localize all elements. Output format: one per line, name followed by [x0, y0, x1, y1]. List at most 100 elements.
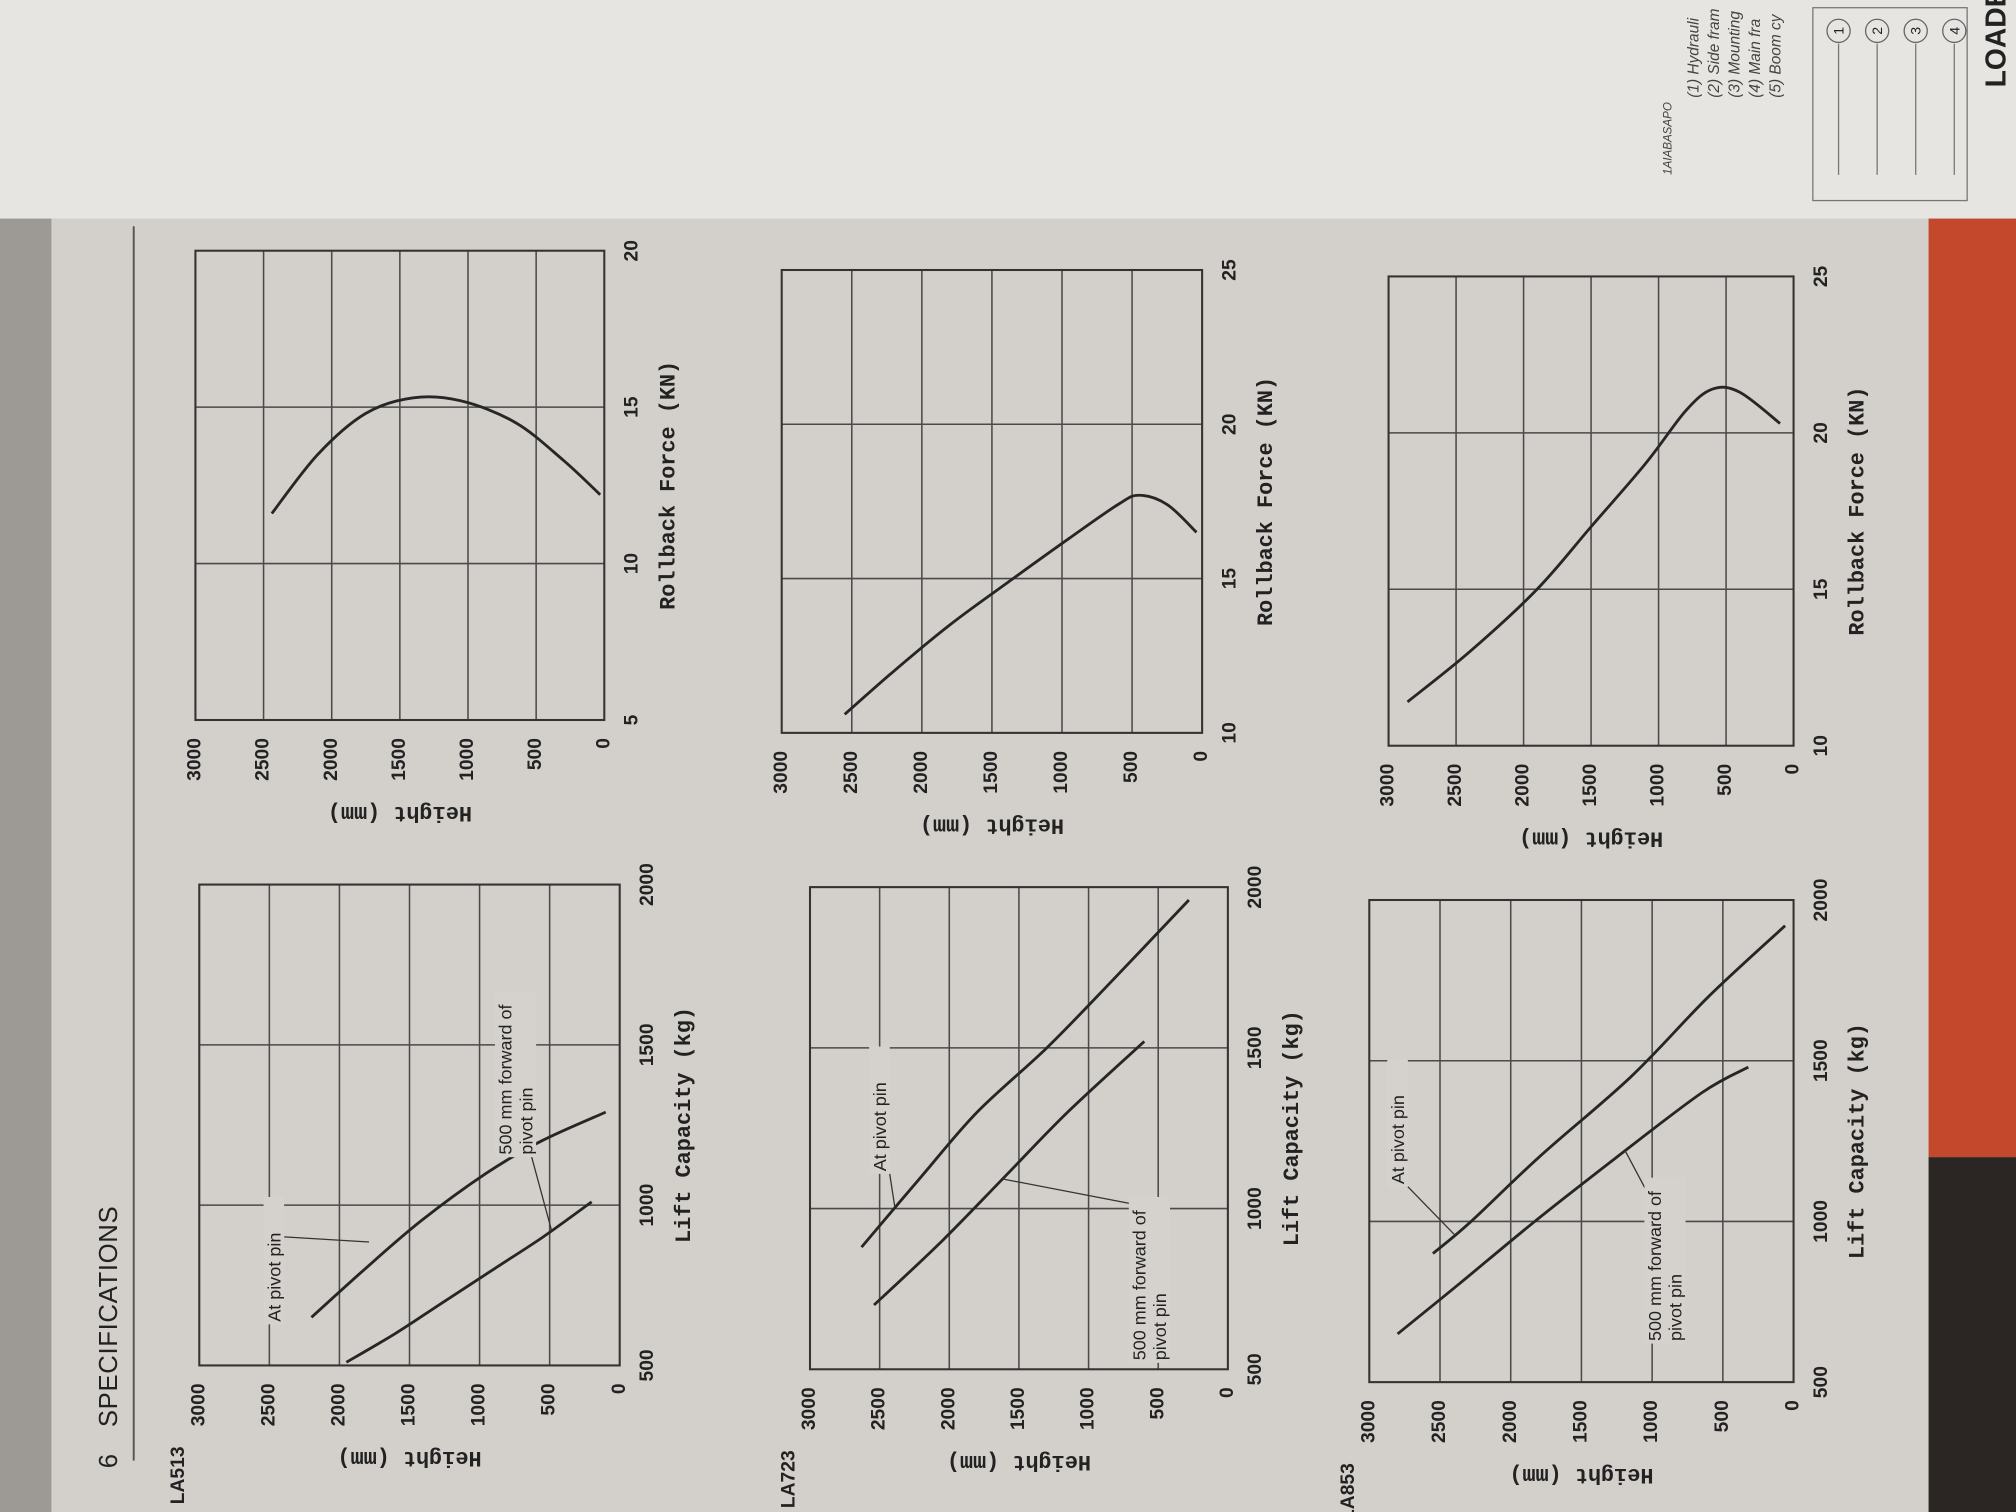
leader-line [889, 1173, 896, 1208]
y-tick-label: 3000 [771, 751, 792, 794]
figure-code: 1AIABASAPO [1661, 102, 1674, 175]
y-tick-label: 2500 [841, 751, 862, 794]
callout-number: 2 [1869, 27, 1885, 35]
plot-frame [1387, 275, 1795, 747]
facing-list-item: (2) Side fram [1704, 8, 1723, 98]
y-tick-label: 0 [1783, 764, 1804, 775]
y-tick-label: 1000 [1078, 1387, 1099, 1430]
series-label: 500 mm forward of pivot pin [1128, 1197, 1170, 1363]
y-tick-label: 2000 [329, 1383, 350, 1426]
x-tick-label: 10 [622, 553, 643, 574]
background-cover [1928, 218, 2016, 1158]
facing-list-item: (5) Boom cy [1766, 14, 1785, 98]
facing-heading: LOADE [1979, 0, 2013, 88]
facing-list-item: (3) Mounting [1725, 11, 1744, 98]
y-tick-label: 2500 [1429, 1400, 1450, 1443]
y-tick-label: 1000 [469, 1383, 490, 1426]
x-tick-label: 20 [622, 240, 643, 261]
x-tick-label: 500 [1245, 1353, 1266, 1385]
callout-number: 1 [1831, 27, 1847, 35]
curve [860, 899, 1190, 1249]
page-number: 6 [95, 1453, 124, 1469]
y-tick-label: 3000 [1378, 764, 1399, 807]
plot-frame [808, 886, 1229, 1371]
callout-circle [1826, 18, 1851, 44]
curve [1406, 385, 1781, 703]
curve [345, 1200, 593, 1364]
x-tick-label: 1500 [637, 1023, 658, 1066]
y-tick-label: 0 [609, 1383, 630, 1394]
x-tick-label: 500 [1811, 1366, 1832, 1398]
y-tick-label: 1500 [1571, 1400, 1592, 1443]
binding-shadow [0, 0, 52, 1512]
y-tick-label: 2500 [1445, 764, 1466, 807]
y-tick-label: 2000 [1500, 1400, 1521, 1443]
y-tick-label: 1500 [1008, 1387, 1029, 1430]
x-tick-label: 15 [1220, 568, 1241, 590]
y-tick-label: 2000 [911, 751, 932, 794]
x-tick-label: 1000 [1245, 1187, 1266, 1230]
leader-line [284, 1236, 370, 1243]
y-tick-label: 1500 [389, 738, 410, 781]
plot-frame [194, 249, 606, 722]
y-tick-label: 3000 [799, 1387, 820, 1430]
x-axis-title: Rollback Force (KN) [656, 361, 681, 610]
x-axis-title: Lift Capacity (kg) [1846, 1023, 1871, 1259]
y-tick-label: 500 [1715, 764, 1736, 796]
callout-circle [1942, 18, 1967, 44]
y-tick-label: 1500 [1580, 764, 1601, 807]
y-tick-label: 2000 [1513, 764, 1534, 807]
series-label: 500 mm forward of pivot pin [494, 991, 537, 1158]
y-tick-label: 500 [1147, 1387, 1168, 1419]
x-tick-label: 500 [637, 1349, 658, 1381]
facing-page [0, 0, 2016, 219]
y-tick-label: 0 [593, 738, 614, 749]
x-tick-label: 20 [1811, 422, 1832, 443]
y-axis-title: Height (mm) [328, 800, 472, 825]
leader-line [530, 1154, 553, 1231]
x-axis-title: Rollback Force (KN) [1254, 377, 1279, 626]
plot-frame [780, 268, 1204, 734]
chart-title: LA513 [168, 1446, 189, 1504]
x-tick-label: 1500 [1245, 1026, 1266, 1069]
x-tick-label: 1000 [637, 1184, 658, 1227]
y-tick-label: 2000 [938, 1387, 959, 1430]
curve [270, 395, 602, 515]
x-tick-label: 15 [1811, 578, 1832, 600]
curve [1396, 1065, 1749, 1336]
y-axis-title: Height (mm) [1519, 826, 1663, 851]
facing-list-item: (1) Hydrauli [1684, 17, 1703, 98]
y-tick-label: 500 [525, 738, 546, 770]
figure-frame [1812, 7, 1968, 202]
x-axis-title: Rollback Force (KN) [1846, 387, 1871, 636]
y-tick-label: 1500 [981, 751, 1002, 794]
x-tick-label: 10 [1811, 735, 1832, 756]
y-tick-label: 1000 [1648, 764, 1669, 807]
y-tick-label: 500 [539, 1383, 560, 1415]
y-tick-label: 2500 [258, 1383, 279, 1426]
plot-frame [198, 883, 621, 1367]
x-tick-label: 20 [1220, 414, 1241, 435]
y-axis-title: Height (mm) [1509, 1462, 1653, 1487]
y-tick-label: 500 [1121, 751, 1142, 783]
facing-list-item: (4) Main fra [1745, 18, 1764, 98]
curve [1432, 924, 1787, 1255]
y-axis-title: Height (mm) [947, 1449, 1091, 1474]
callout-circle [1903, 18, 1928, 44]
leader-line [1407, 1186, 1455, 1235]
leader-line [1624, 1150, 1648, 1193]
x-tick-label: 5 [622, 714, 643, 725]
y-tick-label: 1000 [1051, 751, 1072, 794]
x-tick-label: 2000 [637, 863, 658, 906]
y-tick-label: 3000 [185, 738, 206, 781]
curve [843, 493, 1198, 716]
x-tick-label: 25 [1220, 259, 1241, 281]
y-tick-label: 2500 [869, 1387, 890, 1430]
y-axis-title: Height (mm) [920, 813, 1064, 838]
